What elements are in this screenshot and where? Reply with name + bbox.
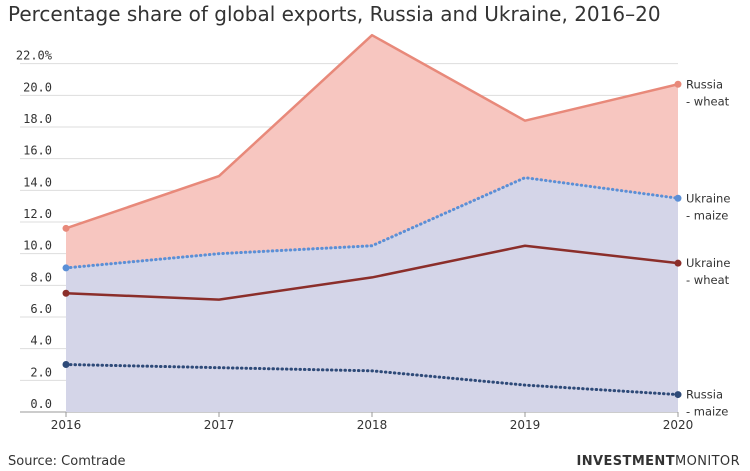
y-tick-label: 12.0 xyxy=(23,207,52,221)
line-ukraine-wheat xyxy=(64,244,680,301)
data-point xyxy=(674,194,682,202)
y-tick-label: 4.0 xyxy=(30,334,52,348)
brand-logo-bold: INVESTMENT xyxy=(576,454,675,469)
x-tick-label: 2016 xyxy=(51,418,82,432)
x-tick-label: 2020 xyxy=(663,418,694,432)
series-label-layer: Russia - wheat Ukraine - maize Ukraine - whea… xyxy=(686,77,730,418)
data-point xyxy=(62,361,70,368)
line-russia-maize xyxy=(64,363,680,397)
y-tick-label: 18.0 xyxy=(23,112,52,126)
y-tick-label: 22.0% xyxy=(16,49,53,63)
series-label: - maize xyxy=(686,405,728,419)
y-tick-label: 14.0 xyxy=(23,175,52,189)
series-label: Russia xyxy=(686,388,723,402)
tick-layer: 0.0 2.0 4.0 6.0 8.0 10.0 12.0 14.0 16.0 18.0 20.0 2… xyxy=(16,49,693,432)
data-point xyxy=(62,264,70,272)
y-tick-label: 16.0 xyxy=(23,144,52,158)
area-ukraine-maize xyxy=(66,177,678,412)
y-tick-label: 2.0 xyxy=(30,365,52,379)
area-layer xyxy=(66,35,678,413)
y-tick-label: 6.0 xyxy=(30,302,52,316)
line-layer xyxy=(64,33,680,397)
brand-logo: INVESTMENTMONITOR xyxy=(577,454,740,469)
y-tick-label: 10.0 xyxy=(23,239,52,253)
series-label: - wheat xyxy=(686,94,730,108)
data-point xyxy=(674,391,682,399)
data-point xyxy=(674,80,682,88)
point-layer xyxy=(62,80,682,399)
series-label: Ukraine xyxy=(686,191,730,205)
data-point xyxy=(62,224,70,232)
line-ukraine-maize xyxy=(64,176,680,270)
y-tick-label: 0.0 xyxy=(30,397,52,411)
line-russia-wheat xyxy=(64,33,680,230)
series-label: Russia xyxy=(686,77,723,91)
x-tick-label: 2017 xyxy=(204,418,235,432)
chart-title: Percentage share of global exports, Russ… xyxy=(8,2,661,26)
data-point xyxy=(62,289,70,297)
x-tick-label: 2018 xyxy=(357,418,388,432)
series-label: - wheat xyxy=(686,273,730,287)
series-label: Ukraine xyxy=(686,256,730,270)
brand-logo-light: MONITOR xyxy=(674,454,740,469)
y-tick-label: 20.0 xyxy=(23,80,52,94)
data-point xyxy=(674,259,682,267)
x-tick-label: 2019 xyxy=(510,418,541,432)
y-tick-label: 8.0 xyxy=(30,270,52,284)
source-note: Source: Comtrade xyxy=(8,454,126,469)
series-label: - maize xyxy=(686,208,728,222)
